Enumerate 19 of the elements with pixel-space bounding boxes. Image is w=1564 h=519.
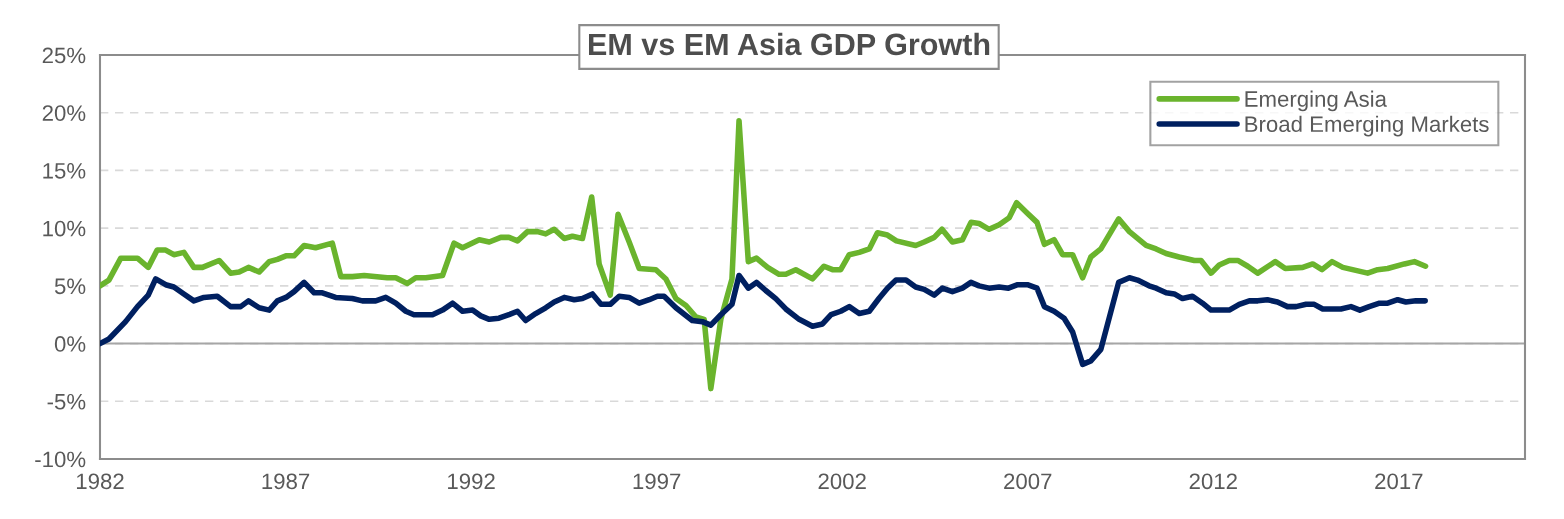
y-tick-label: 25% — [42, 47, 86, 64]
x-tick-label: 1987 — [262, 473, 310, 490]
legend-label: Emerging Asia — [1245, 90, 1387, 112]
x-tick-label: 2002 — [818, 473, 866, 490]
x-tick-label: 2017 — [1375, 473, 1423, 490]
x-tick-label: 1992 — [448, 473, 495, 490]
y-tick-label: -10% — [35, 451, 86, 468]
x-tick-label: 2007 — [1004, 473, 1052, 490]
x-tick-label: 1997 — [633, 473, 681, 490]
x-tick-label: 2012 — [1189, 473, 1237, 490]
y-tick-label: 0% — [54, 336, 86, 352]
y-tick-label: -5% — [47, 393, 86, 410]
x-tick-label: 1982 — [76, 473, 124, 490]
y-tick-label: 20% — [42, 105, 86, 121]
y-tick-label: 15% — [43, 163, 86, 179]
legend-label: Broad Emerging Markets — [1245, 115, 1489, 137]
chart-title: EM vs EM Asia GDP Growth — [589, 32, 990, 56]
y-tick-label: 10% — [43, 220, 86, 237]
y-tick-label: 5% — [54, 278, 86, 295]
